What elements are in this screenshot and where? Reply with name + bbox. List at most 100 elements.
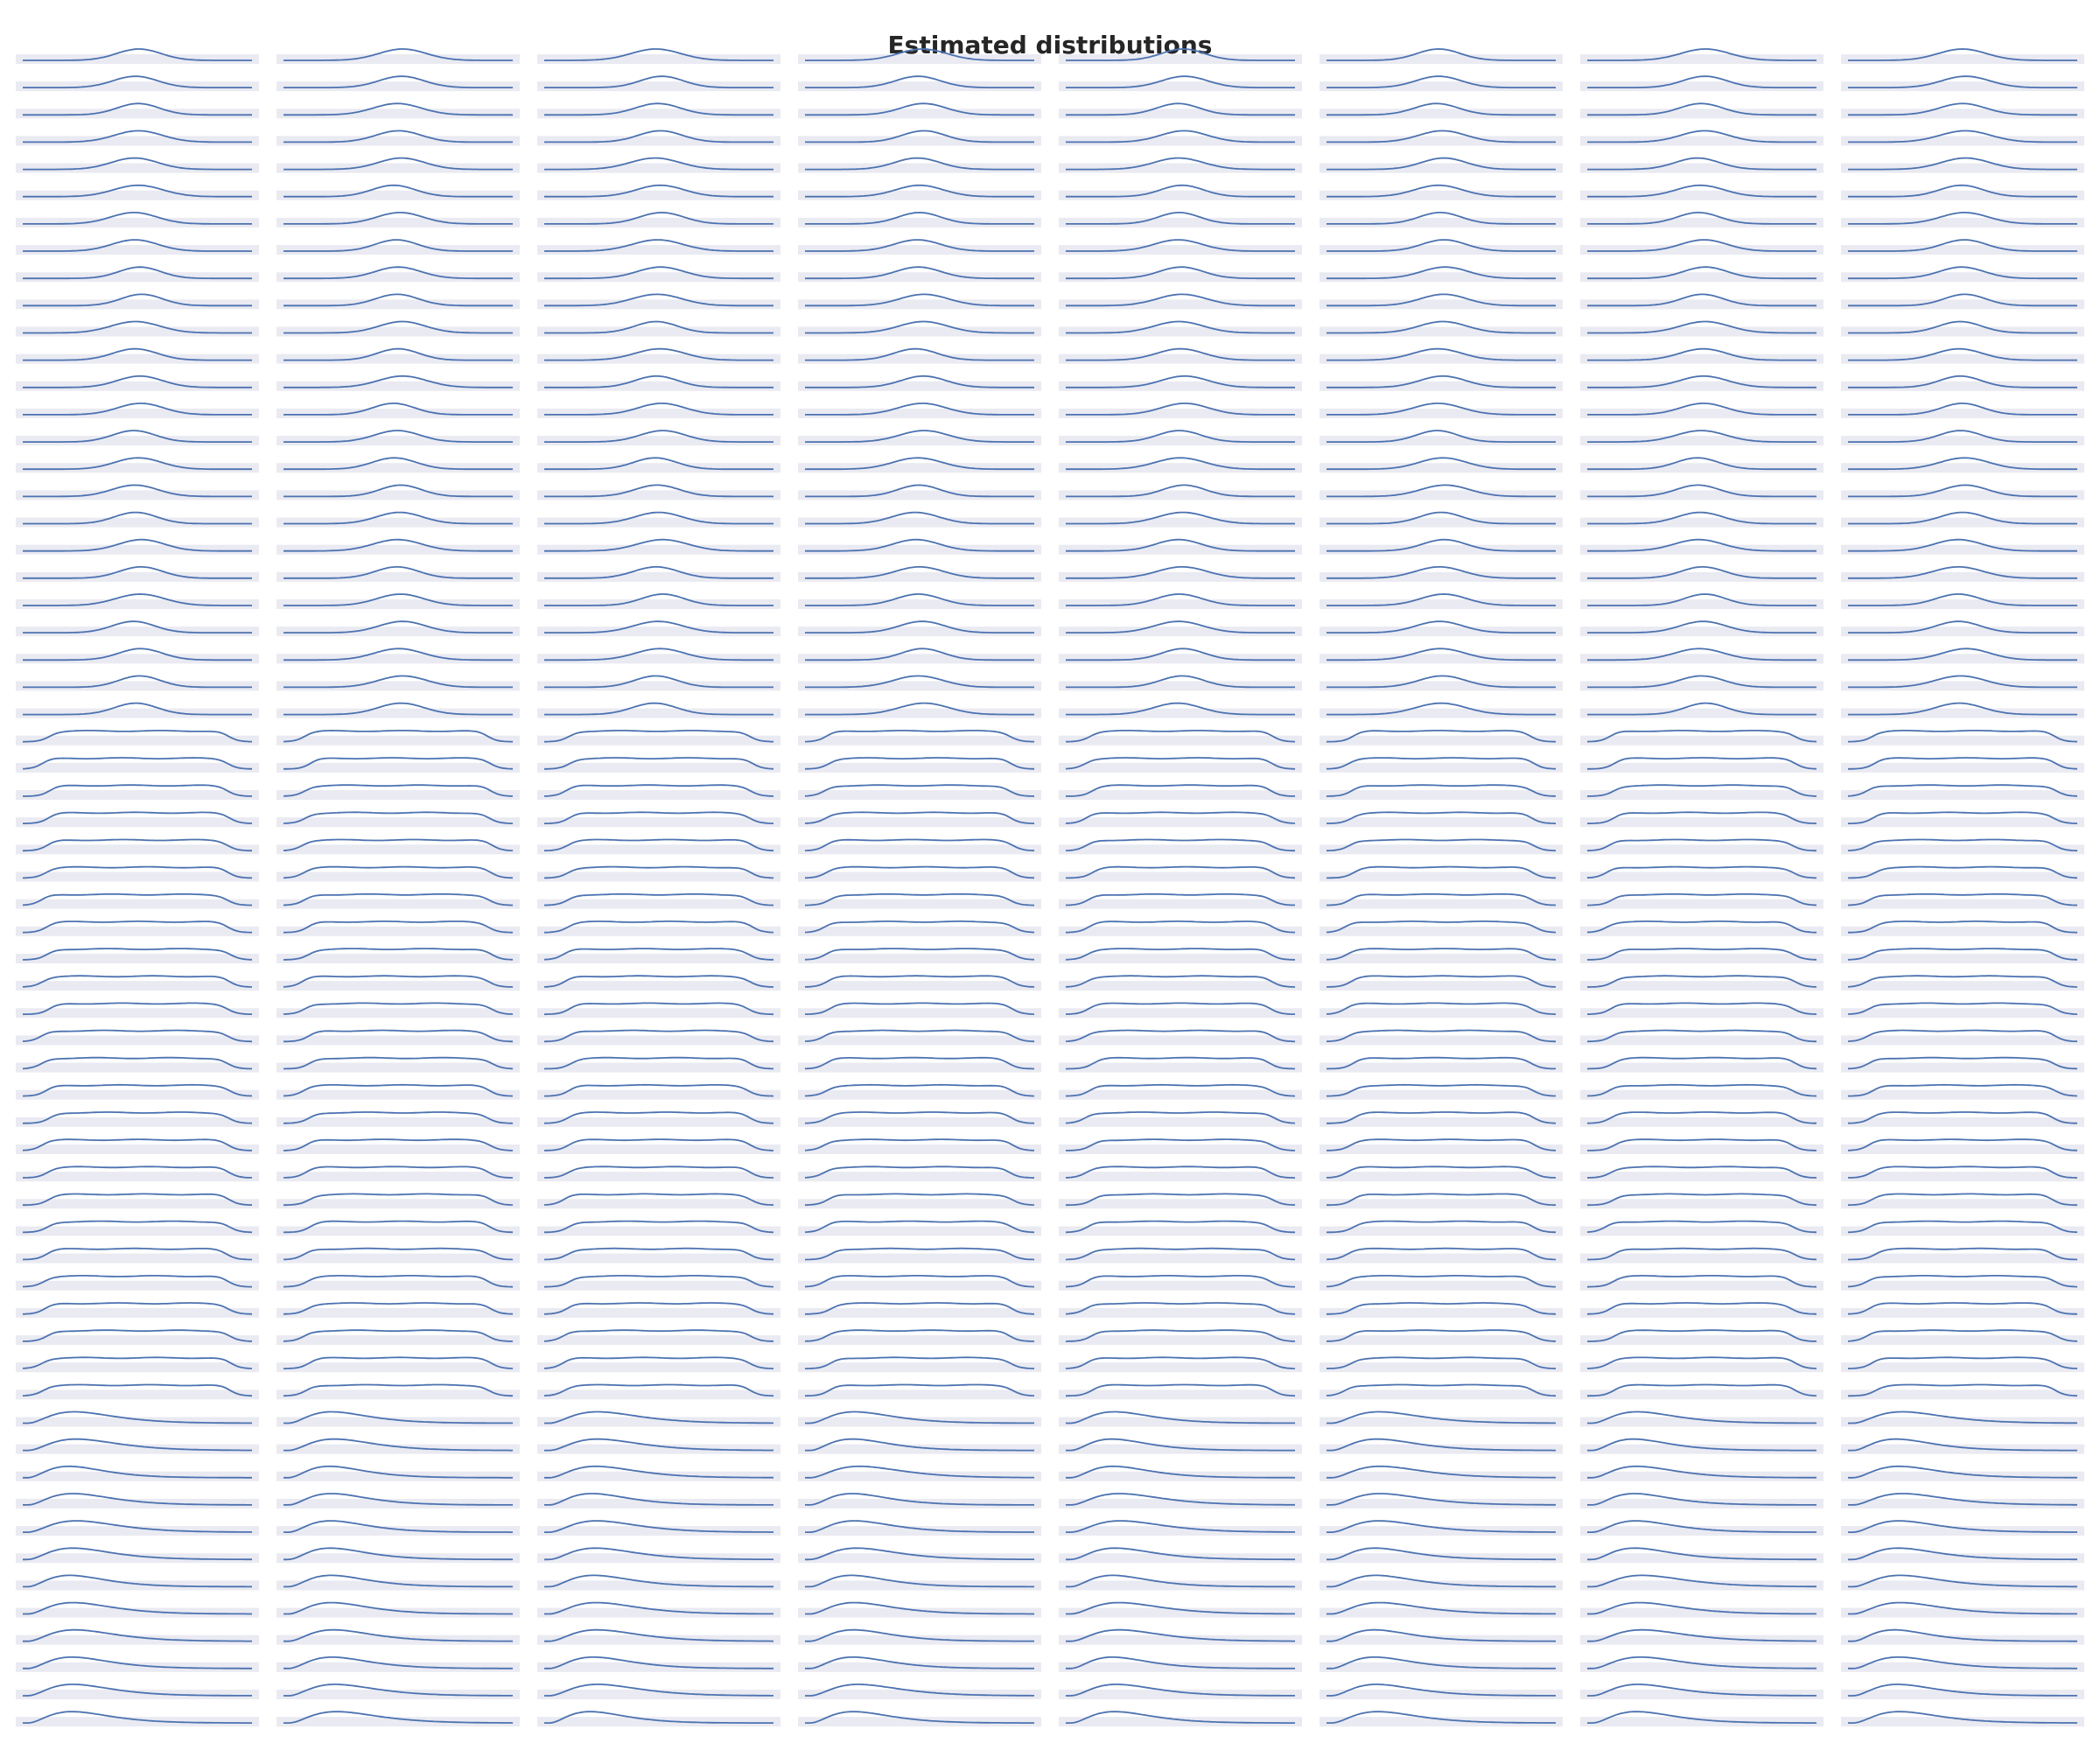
density-curve bbox=[1066, 484, 1295, 498]
density-curve bbox=[1848, 566, 2077, 579]
density-curve bbox=[1587, 1493, 1816, 1506]
density-curve bbox=[1587, 184, 1816, 198]
panel-background bbox=[16, 926, 259, 936]
density-curve bbox=[1587, 430, 1816, 443]
panel-background bbox=[1841, 1307, 2084, 1318]
panel-background bbox=[798, 436, 1041, 446]
density-curve bbox=[544, 457, 774, 471]
density-curve bbox=[544, 293, 774, 307]
density-curve bbox=[543, 1275, 774, 1288]
panel-background bbox=[1059, 436, 1302, 446]
panel-background bbox=[1580, 981, 1824, 991]
panel-background bbox=[537, 1690, 780, 1699]
density-curve bbox=[23, 1193, 253, 1207]
panel-background bbox=[276, 735, 520, 746]
density-curve bbox=[1586, 1083, 1817, 1097]
panel-background bbox=[1320, 163, 1563, 173]
density-curve bbox=[1586, 1111, 1816, 1124]
density-curve bbox=[23, 239, 252, 252]
panel-background bbox=[1059, 272, 1302, 283]
density-curve bbox=[284, 484, 513, 498]
panel-background bbox=[276, 762, 520, 773]
density-curve bbox=[1586, 865, 1817, 879]
panel-background bbox=[798, 1362, 1041, 1373]
panel-background bbox=[16, 953, 259, 963]
panel-background bbox=[1059, 245, 1302, 256]
density-curve bbox=[284, 593, 513, 606]
density-curve bbox=[283, 1383, 513, 1397]
density-curve bbox=[1586, 784, 1817, 797]
density-curve bbox=[544, 1220, 774, 1234]
panel-background bbox=[1580, 245, 1824, 256]
density-curve bbox=[1848, 1656, 2077, 1670]
density-curve bbox=[283, 865, 514, 879]
panel-background bbox=[1320, 272, 1563, 283]
density-curve bbox=[1066, 1711, 1295, 1724]
density-curve bbox=[1847, 948, 2078, 961]
panel-background bbox=[1320, 1362, 1563, 1373]
panel-background bbox=[1580, 1172, 1824, 1182]
panel-background bbox=[16, 54, 259, 64]
density-curve bbox=[1587, 648, 1816, 662]
density-curve bbox=[544, 757, 774, 770]
density-curve bbox=[23, 184, 252, 198]
density-curve bbox=[544, 402, 774, 416]
panel-background bbox=[16, 1662, 259, 1672]
panel-background bbox=[1841, 926, 2084, 936]
density-curve bbox=[23, 1684, 252, 1697]
density-curve bbox=[1066, 48, 1295, 61]
density-curve bbox=[23, 75, 252, 88]
panel-background bbox=[537, 408, 780, 418]
panel-background bbox=[1841, 1335, 2084, 1346]
density-curve bbox=[284, 538, 513, 552]
panel-background bbox=[1320, 1717, 1563, 1727]
panel-background bbox=[1841, 1690, 2084, 1699]
density-curve bbox=[1326, 620, 1556, 634]
panel-background bbox=[1841, 1526, 2084, 1536]
panel-background bbox=[1320, 1498, 1563, 1508]
panel-background bbox=[1580, 926, 1824, 936]
panel-background bbox=[1059, 1417, 1302, 1427]
panel-background bbox=[1320, 599, 1563, 609]
panel-background bbox=[276, 1498, 520, 1508]
panel-background bbox=[16, 654, 259, 664]
density-curve bbox=[1848, 1410, 2077, 1424]
density-curve bbox=[1587, 675, 1816, 689]
panel-background bbox=[276, 681, 520, 691]
panel-background bbox=[1580, 1444, 1824, 1454]
density-curve bbox=[283, 948, 514, 961]
panel-background bbox=[1059, 1634, 1302, 1645]
panel-background bbox=[16, 1553, 259, 1564]
panel-background bbox=[1580, 1417, 1824, 1427]
density-curve bbox=[1847, 1111, 2077, 1124]
density-curve bbox=[23, 347, 252, 361]
density-curve bbox=[1326, 320, 1556, 334]
density-curve bbox=[1066, 566, 1295, 579]
panel-background bbox=[1320, 1062, 1563, 1073]
density-curve bbox=[22, 1356, 253, 1369]
density-curve bbox=[1066, 1056, 1296, 1070]
density-curve bbox=[1065, 838, 1295, 852]
density-curve bbox=[804, 1138, 1035, 1152]
density-curve bbox=[805, 184, 1034, 198]
panel-background bbox=[537, 1526, 780, 1536]
density-curve bbox=[284, 757, 514, 770]
density-curve bbox=[544, 1083, 774, 1097]
panel-background bbox=[537, 490, 780, 500]
density-curve bbox=[284, 1601, 513, 1615]
density-curve bbox=[543, 730, 774, 743]
panel-background bbox=[1320, 136, 1563, 146]
panel-background bbox=[798, 872, 1041, 882]
density-curve bbox=[805, 566, 1034, 579]
panel-background bbox=[1841, 463, 2084, 473]
panel-background bbox=[1320, 926, 1563, 936]
panel-background bbox=[1320, 463, 1563, 473]
density-curve bbox=[23, 702, 252, 716]
density-curve bbox=[1848, 102, 2077, 116]
panel-background bbox=[537, 926, 780, 936]
panel-background bbox=[537, 1089, 780, 1100]
panel-background bbox=[276, 81, 520, 92]
density-curve bbox=[23, 212, 252, 225]
density-curve bbox=[1587, 457, 1816, 471]
density-curve bbox=[1586, 920, 1817, 934]
